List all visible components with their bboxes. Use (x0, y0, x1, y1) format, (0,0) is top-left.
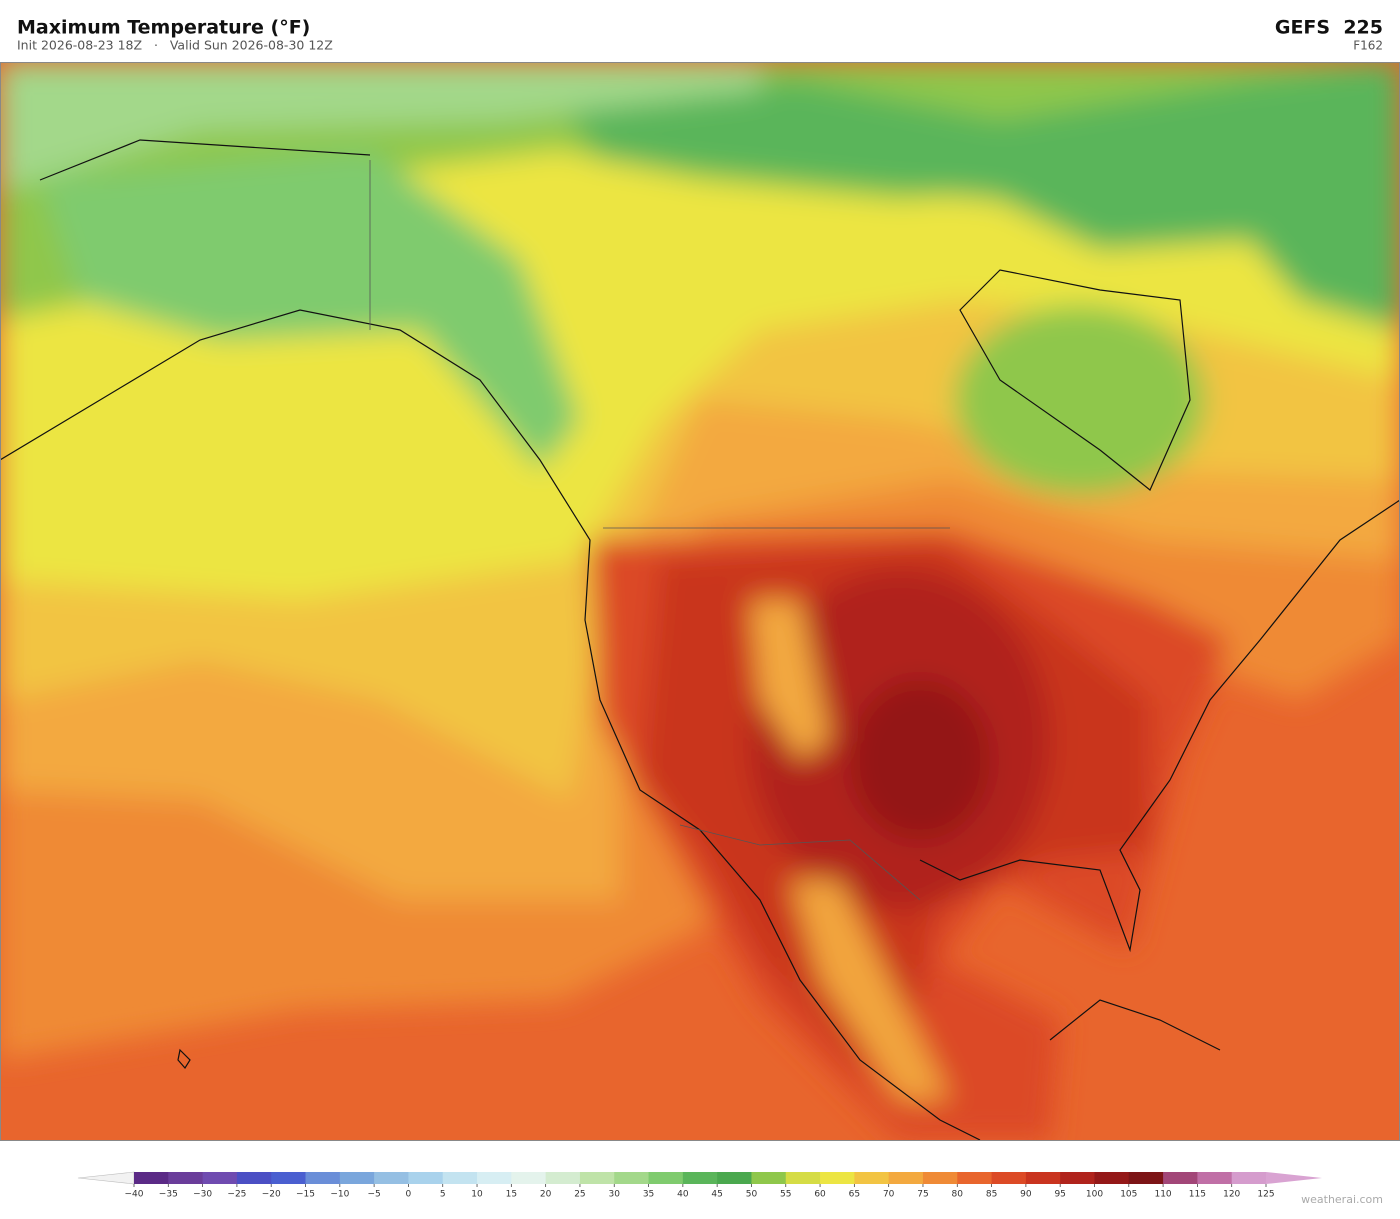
colorbar-tick-label: 40 (677, 1190, 689, 1200)
colorbar-bin (442, 1172, 478, 1184)
colorbar-bin (339, 1172, 375, 1184)
colorbar-tick-label: 105 (1120, 1190, 1137, 1200)
colorbar-tick-label: 0 (406, 1190, 412, 1200)
colorbar-bin (236, 1172, 272, 1184)
colorbar-bin (477, 1172, 512, 1184)
colorbar-bin (134, 1172, 169, 1184)
colorbar-bin (1163, 1172, 1198, 1184)
colorbar-tick-label: 95 (1054, 1190, 1065, 1200)
colorbar-tick-label: 85 (986, 1190, 997, 1200)
colorbar-tick-label: 35 (643, 1190, 654, 1200)
colorbar-bin (1197, 1172, 1233, 1184)
model-label: GEFS 225 (1275, 17, 1383, 39)
colorbar-bin (614, 1172, 649, 1184)
colorbar-tick-label: 10 (471, 1190, 483, 1200)
colorbar-tick-label: 75 (917, 1190, 928, 1200)
colorbar-bin (717, 1172, 752, 1184)
colorbar-tick-label: 90 (1020, 1190, 1032, 1200)
colorbar-tick-label: −20 (262, 1190, 281, 1200)
colorbar-bin (785, 1172, 821, 1184)
colorbar-tick-label: 25 (574, 1190, 585, 1200)
colorbar-bin (751, 1172, 787, 1184)
borders (369, 160, 950, 901)
colorbar-bin (888, 1172, 924, 1184)
colorbar-tick-label: −25 (227, 1190, 246, 1200)
colorbar-bin (1094, 1172, 1130, 1184)
colorbar-tick-label: 110 (1154, 1190, 1171, 1200)
colorbar-bin (991, 1172, 1027, 1184)
colorbar-bin (854, 1172, 890, 1184)
colorbar-bin (682, 1172, 718, 1184)
colorbar-tick-label: 30 (609, 1190, 621, 1200)
watermark: weatherai.com (1301, 1193, 1383, 1206)
colorbar-tick-label: 20 (540, 1190, 552, 1200)
forecast-hour: F162 (1353, 39, 1383, 53)
colorbar-bin (202, 1172, 238, 1184)
colorbar-under (77, 1171, 135, 1185)
colorbar-tick-label: 50 (746, 1190, 758, 1200)
colorbar-tick-label: 45 (711, 1190, 722, 1200)
colorbar-tick-label: 115 (1189, 1190, 1206, 1200)
colorbar-tick-label: −15 (296, 1190, 315, 1200)
colorbar-bin (648, 1172, 684, 1184)
colorbar-tick-label: 70 (883, 1190, 895, 1200)
colorbar-bin (1060, 1172, 1095, 1184)
temperature-field (0, 62, 1400, 1140)
colorbar-bin (1231, 1172, 1267, 1184)
colorbar-tick-label: 60 (814, 1190, 826, 1200)
colorbar-tick-label: 15 (506, 1190, 517, 1200)
colorbar-bin (1025, 1172, 1061, 1184)
colorbar-tick-label: 55 (780, 1190, 791, 1200)
colorbar-tick-label: 5 (440, 1190, 446, 1200)
colorbar-bin (305, 1172, 341, 1184)
colorbar-bin (271, 1172, 306, 1184)
colorbar-bin (374, 1172, 409, 1184)
colorbar-bin (579, 1172, 615, 1184)
colorbar-tick-label: 120 (1223, 1190, 1240, 1200)
colorbar-over (1266, 1172, 1322, 1184)
colorbar: −40 −35 −30 −25 −20 −15 −10 −5 0 5 10 15 20 25 30 35 40 4… (77, 1171, 1322, 1200)
coastlines (0, 139, 1400, 1140)
colorbar-bin (820, 1172, 855, 1184)
colorbar-bin (545, 1172, 581, 1184)
colorbar-bin (408, 1172, 444, 1184)
colorbar-tick-label: 65 (849, 1190, 860, 1200)
map (0, 62, 1400, 1140)
colorbar-bin (168, 1172, 204, 1184)
colorbar-bin (1128, 1172, 1164, 1184)
colorbar-tick-label: −10 (330, 1190, 349, 1200)
subtitle: Init 2026-08-23 18Z · Valid Sun 2026-08-… (17, 38, 333, 53)
colorbar-tick-label: −40 (125, 1190, 144, 1200)
colorbar-bin (957, 1172, 992, 1184)
colorbar-tick-label: −35 (159, 1190, 178, 1200)
colorbar-tick-label: 125 (1257, 1190, 1274, 1200)
colorbar-tick-label: −30 (193, 1190, 212, 1200)
colorbar-bin (922, 1172, 958, 1184)
colorbar-tick-label: 80 (952, 1190, 964, 1200)
colorbar-tick-label: −5 (367, 1190, 380, 1200)
colorbar-bin (511, 1172, 547, 1184)
colorbar-tick-label: 100 (1086, 1190, 1103, 1200)
title: Maximum Temperature (°F) (17, 17, 310, 39)
